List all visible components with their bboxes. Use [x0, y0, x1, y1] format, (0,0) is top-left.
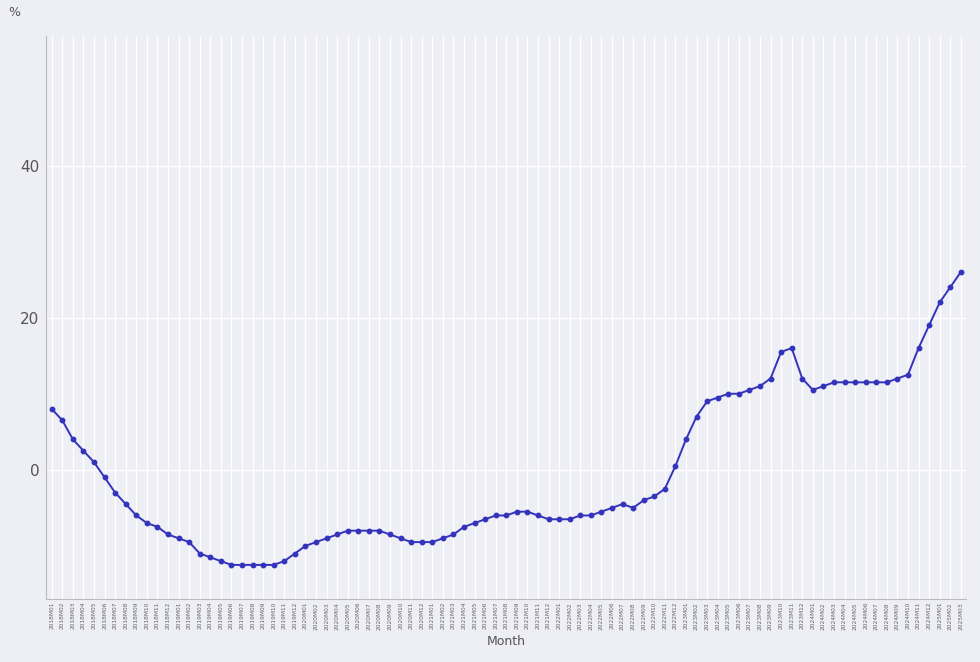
Y-axis label: %: % — [8, 7, 21, 19]
X-axis label: Month: Month — [487, 635, 526, 648]
